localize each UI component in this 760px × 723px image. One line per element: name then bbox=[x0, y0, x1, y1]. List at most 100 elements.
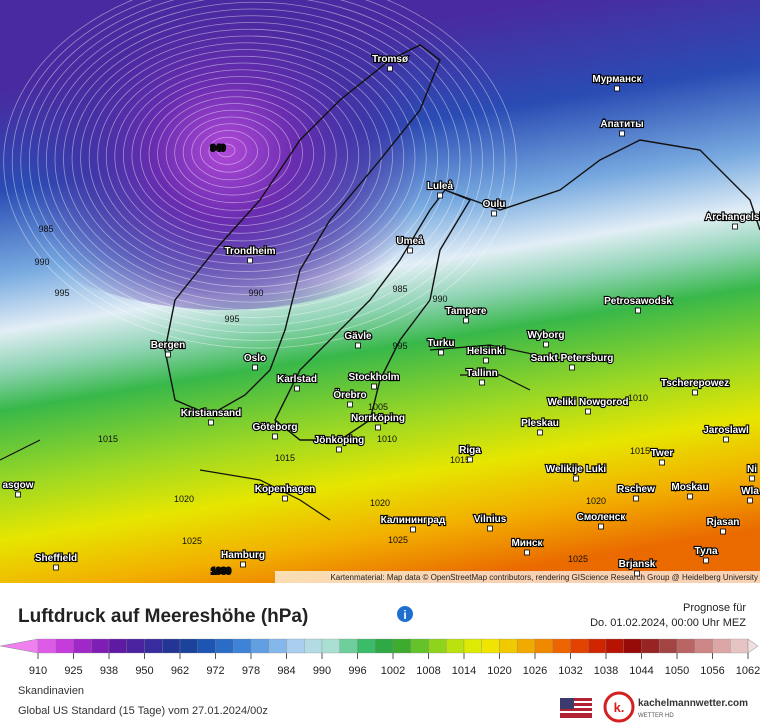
city-label: Калининград bbox=[381, 515, 446, 526]
info-icon[interactable] bbox=[397, 606, 413, 622]
scale-segment bbox=[179, 638, 198, 654]
city-marker bbox=[573, 475, 579, 482]
scale-label: 1026 bbox=[523, 665, 547, 677]
scale-label: 1044 bbox=[629, 665, 653, 677]
isobar-label: 1025 bbox=[568, 554, 588, 564]
isobar-line bbox=[20, 0, 495, 334]
scale-segment bbox=[676, 638, 695, 654]
isobar-label: 1025 bbox=[388, 535, 408, 545]
isobar-line bbox=[28, 0, 483, 326]
scale-segment bbox=[304, 638, 323, 654]
isobar-label: 1010 bbox=[628, 393, 648, 403]
city-marker bbox=[387, 65, 393, 72]
scale-label: 1014 bbox=[452, 665, 476, 677]
isobar-line bbox=[114, 62, 371, 250]
isobar-line bbox=[105, 55, 382, 257]
city-marker bbox=[240, 561, 246, 568]
isobar-label: 995 bbox=[54, 288, 69, 298]
isobar-line bbox=[148, 89, 326, 219]
region: Skandinavien bbox=[18, 685, 84, 697]
scale-segment bbox=[197, 638, 216, 654]
city-label: Jaroslawl bbox=[703, 425, 749, 436]
city-marker bbox=[165, 351, 171, 358]
scale-label: 984 bbox=[277, 665, 295, 677]
scale-segment bbox=[321, 638, 340, 654]
scale-label: 950 bbox=[135, 665, 153, 677]
city-marker bbox=[272, 433, 278, 440]
isobar-line bbox=[71, 28, 427, 288]
city-marker bbox=[633, 495, 639, 502]
scale-segment bbox=[268, 638, 287, 654]
scale-segment bbox=[55, 638, 74, 654]
isobar-label: 1020 bbox=[174, 494, 194, 504]
city-marker bbox=[687, 493, 693, 500]
city-label: Riga bbox=[459, 445, 481, 456]
logo[interactable] bbox=[603, 691, 635, 723]
city-label: Wyborg bbox=[527, 330, 564, 341]
city-marker bbox=[336, 446, 342, 453]
city-marker bbox=[294, 385, 300, 392]
isobar-line bbox=[97, 49, 393, 265]
flag-us[interactable] bbox=[560, 698, 592, 718]
isobar-label: 1020 bbox=[370, 498, 390, 508]
scale-segment bbox=[37, 638, 56, 654]
isobar-line bbox=[63, 22, 438, 295]
scale-arrow bbox=[0, 638, 39, 654]
city-marker bbox=[703, 557, 709, 564]
isobar-line bbox=[45, 8, 461, 311]
city-label: Jönköping bbox=[314, 435, 365, 446]
scale-label: 1020 bbox=[487, 665, 511, 677]
isobar-label: 1010 bbox=[377, 434, 397, 444]
isobar-line bbox=[80, 35, 416, 280]
isobar-label: 990 bbox=[432, 294, 447, 304]
city-marker bbox=[619, 130, 625, 137]
map: Kartenmaterial: Map data © OpenStreetMap… bbox=[0, 0, 760, 583]
scale-segment bbox=[250, 638, 269, 654]
scale-segment bbox=[215, 638, 234, 654]
scale-segment bbox=[91, 638, 110, 654]
city-label: Archangelsk bbox=[705, 212, 760, 223]
isobar-label: 1020 bbox=[586, 496, 606, 506]
scale-label: 1032 bbox=[558, 665, 582, 677]
isobar-label: 990 bbox=[34, 257, 49, 267]
forecast-date: Do. 01.02.2024, 00:00 Uhr MEZ bbox=[590, 617, 746, 629]
city-marker bbox=[487, 525, 493, 532]
city-label: Twer bbox=[651, 448, 674, 459]
isobar-label: 1015 bbox=[450, 455, 470, 465]
city-label: asgow bbox=[2, 480, 33, 491]
city-label: Petrosawodsk bbox=[604, 296, 672, 307]
city-label: Ni bbox=[747, 464, 757, 475]
scale-label: 1056 bbox=[700, 665, 724, 677]
city-label: Смоленск bbox=[577, 512, 627, 523]
city-marker bbox=[355, 342, 361, 349]
city-marker bbox=[437, 192, 443, 199]
city-label: Örebro bbox=[333, 388, 366, 401]
city-marker bbox=[569, 364, 575, 371]
city-label: Stockholm bbox=[348, 372, 399, 383]
city-marker bbox=[53, 564, 59, 571]
city-marker bbox=[585, 408, 591, 415]
city-label: Brjansk bbox=[619, 559, 656, 570]
city-marker bbox=[407, 247, 413, 254]
isobar-label: 990 bbox=[248, 288, 263, 298]
city-marker bbox=[747, 497, 753, 504]
scale-label: 1038 bbox=[594, 665, 618, 677]
isobar-line bbox=[182, 116, 281, 188]
city-label: Norrköping bbox=[351, 413, 405, 424]
scale-label: 962 bbox=[171, 665, 189, 677]
scale-label: 938 bbox=[100, 665, 118, 677]
city-marker bbox=[635, 307, 641, 314]
title: Luftdruck auf Meereshöhe (hPa) bbox=[18, 606, 308, 627]
city-marker bbox=[410, 526, 416, 533]
scale-segment bbox=[73, 638, 92, 654]
city-marker bbox=[438, 349, 444, 356]
scale-label: 978 bbox=[242, 665, 260, 677]
scale-segment bbox=[126, 638, 145, 654]
isobar-label: 995 bbox=[224, 314, 239, 324]
isobar-line bbox=[54, 15, 450, 303]
city-marker bbox=[749, 475, 755, 482]
scale-segment bbox=[641, 638, 660, 654]
city-marker bbox=[15, 491, 21, 498]
city-marker bbox=[659, 459, 665, 466]
city-marker bbox=[479, 379, 485, 386]
